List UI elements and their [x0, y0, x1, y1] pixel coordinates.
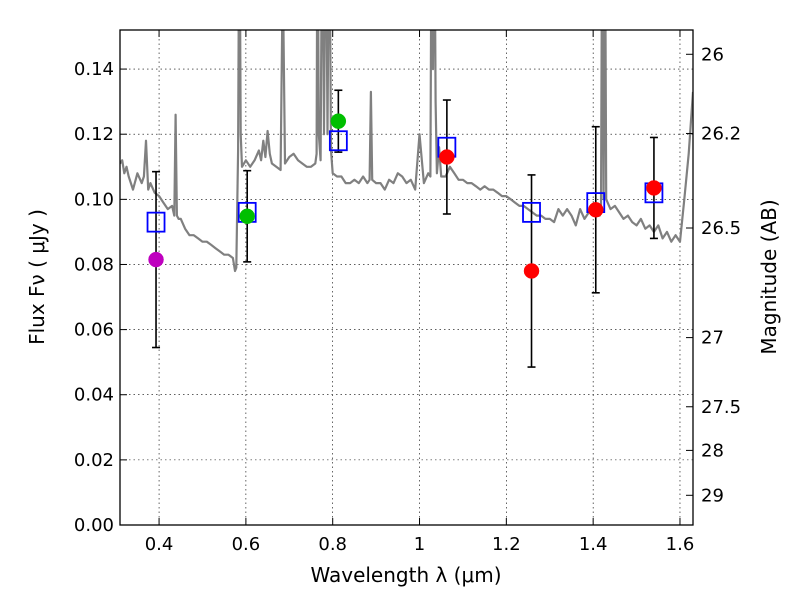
right-tick-label: 29 [701, 485, 724, 506]
x-tick-label: 0.6 [232, 534, 261, 555]
observed-circle-marker [239, 208, 255, 225]
observed-circle-marker [646, 180, 662, 196]
y-tick-label: 0.04 [74, 385, 114, 406]
x-tick-label: 0.8 [318, 534, 347, 555]
right-tick-label: 28 [701, 440, 724, 461]
observed-circle-marker [330, 113, 347, 129]
y-right-axis-label: Magnitude (AB) [757, 199, 781, 354]
model-square-marker [328, 130, 348, 152]
x-tick-label: 0.4 [145, 534, 174, 555]
y-tick-label: 0.06 [74, 320, 114, 341]
y-tick-label: 0.00 [74, 515, 114, 536]
x-axis-label: Wavelength λ (μm) [310, 563, 501, 587]
y-axis-label: Flux Fν ( μJy ) [25, 209, 49, 345]
right-tick-label: 26 [701, 44, 724, 65]
right-tick-label: 26.5 [701, 218, 741, 239]
right-tick-label: 27.5 [701, 397, 741, 418]
observed-circle-marker [588, 202, 604, 218]
observed-circle-marker [148, 251, 164, 268]
observed-flux-markers [148, 113, 662, 279]
model-square-marker [146, 211, 166, 233]
y-tick-label: 0.10 [74, 189, 114, 210]
right-tick-label: 26.2 [701, 123, 741, 144]
y-tick-label: 0.08 [74, 254, 114, 275]
axis-ticks: 0.4 0.6 0.8 1 1.2 1.4 1.6 0.00 0.02 0.04 0.06 0.08 0… [74, 30, 741, 555]
x-tick-label: 1.4 [579, 534, 608, 555]
x-tick-label: 1.2 [492, 534, 521, 555]
y-tick-label: 0.02 [74, 450, 114, 471]
observed-circle-marker [523, 263, 540, 279]
x-tick-label: 1.6 [666, 534, 695, 555]
observed-circle-marker [439, 149, 455, 165]
y-tick-label: 0.14 [74, 59, 114, 80]
plot-background [120, 30, 693, 525]
model-square-marker [522, 201, 541, 223]
right-tick-label: 27 [701, 328, 724, 349]
plot-frame [119, 29, 694, 526]
y-tick-label: 0.12 [74, 124, 114, 145]
x-tick-label: 1 [414, 534, 425, 555]
